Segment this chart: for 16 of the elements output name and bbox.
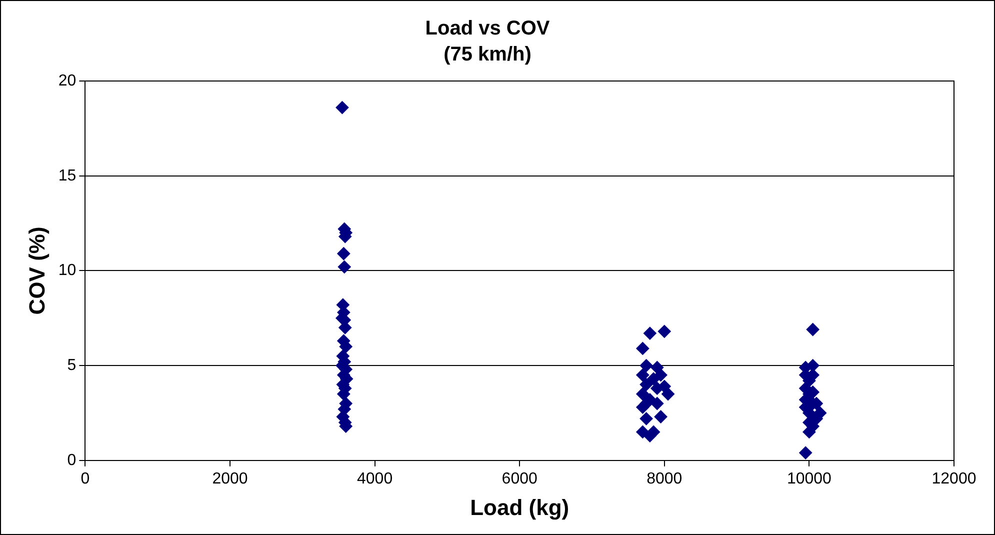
x-tick-label: 6000: [502, 470, 538, 488]
y-axis-title: COV (%): [24, 226, 50, 315]
chart-title: Load vs COV: [425, 18, 550, 40]
y-tick-label: 0: [67, 452, 76, 469]
x-tick-label: 4000: [357, 470, 393, 488]
chart-subtitle: (75 km/h): [444, 44, 532, 66]
y-tick-label: 20: [58, 72, 76, 90]
x-tick-label: 2000: [212, 470, 248, 488]
y-tick-label: 5: [67, 356, 76, 374]
y-tick-label: 15: [58, 167, 76, 184]
x-axis-title: Load (kg): [470, 494, 570, 520]
x-tick-label: 10000: [786, 470, 832, 488]
x-tick-label: 12000: [932, 470, 976, 488]
x-tick-label: 8000: [646, 470, 682, 488]
x-tick-label: 0: [80, 470, 90, 488]
y-tick-label: 10: [58, 262, 76, 280]
